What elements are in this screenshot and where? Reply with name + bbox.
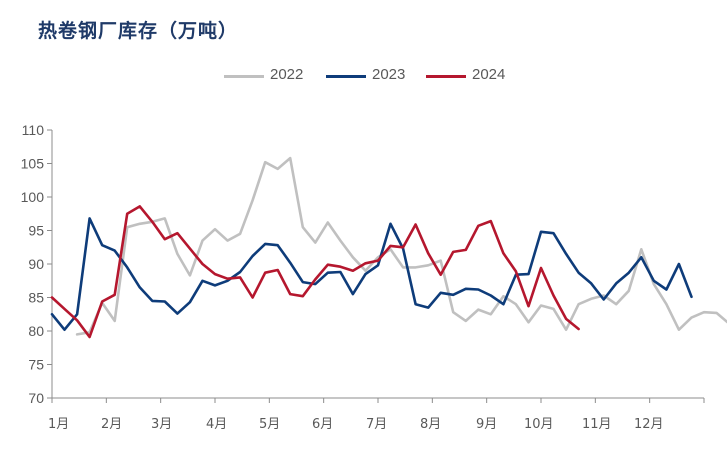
y-tick-label: 100	[21, 189, 45, 205]
y-tick-label: 95	[28, 223, 44, 239]
x-tick-label: 3月	[151, 417, 172, 432]
y-tick-label: 90	[28, 256, 44, 272]
y-tick-label: 105	[21, 156, 45, 172]
y-tick-label: 85	[28, 290, 44, 306]
legend-swatch-2022	[224, 75, 264, 78]
y-tick-label: 70	[28, 390, 44, 406]
x-tick-label: 11月	[582, 417, 612, 432]
x-tick-label: 9月	[476, 417, 497, 432]
y-tick-label: 80	[28, 323, 44, 339]
legend-swatch-2023	[326, 75, 366, 78]
legend: 2022 2023 2024	[0, 64, 727, 88]
legend-swatch-2024	[426, 75, 466, 78]
series-line-2023	[50, 217, 693, 332]
legend-label-2024: 2024	[472, 66, 506, 83]
legend-label-2022: 2022	[270, 66, 304, 83]
x-tick-label: 5月	[259, 417, 280, 432]
series-line-2024	[50, 205, 580, 339]
y-tick-label: 75	[28, 357, 44, 373]
chart-title: 热卷钢厂库存（万吨）	[38, 20, 239, 42]
x-tick-label: 6月	[312, 417, 333, 432]
legend-label-2023: 2023	[372, 66, 406, 83]
x-tick-label: 1月	[48, 417, 69, 432]
x-tick-label: 7月	[366, 417, 387, 432]
x-tick-label: 2月	[101, 417, 122, 432]
x-tick-label: 12月	[634, 417, 664, 432]
x-tick-label: 8月	[420, 417, 441, 432]
x-tick-label: 10月	[524, 417, 554, 432]
y-tick-label: 110	[22, 122, 45, 138]
x-tick-label: 4月	[206, 417, 227, 432]
series-line-2022	[75, 156, 727, 336]
